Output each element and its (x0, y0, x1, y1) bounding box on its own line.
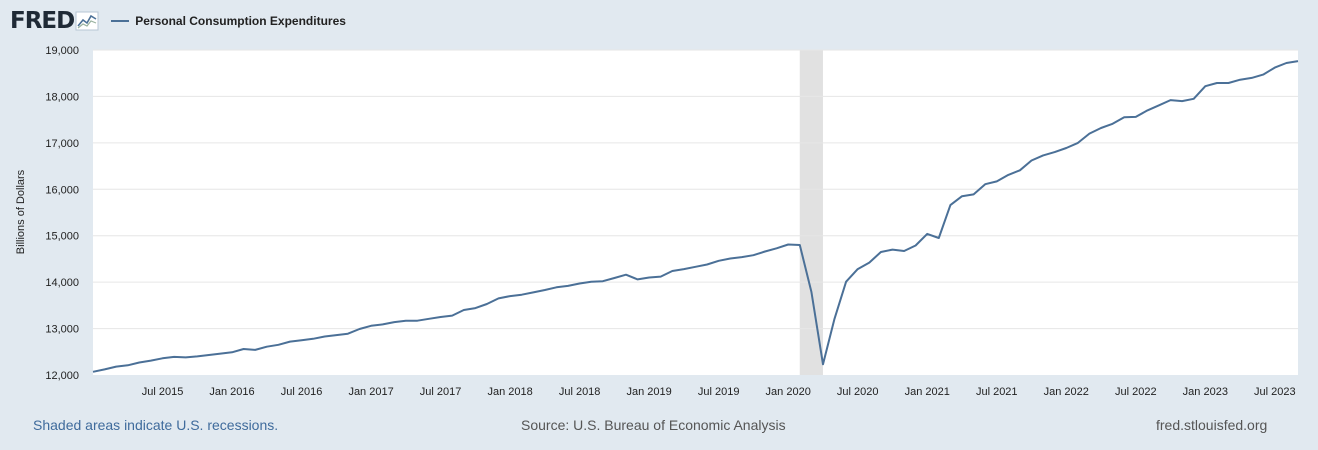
y-tick-label: 14,000 (45, 277, 79, 289)
x-tick-label: Jan 2021 (905, 386, 950, 398)
recession-note-link[interactable]: Shaded areas indicate U.S. recessions. (33, 417, 279, 433)
series-layer (92, 60, 1299, 373)
legend-swatch (111, 20, 130, 22)
x-tick-label: Jan 2022 (1044, 386, 1089, 398)
y-tick-label: 13,000 (45, 324, 79, 336)
trend-chart-icon (75, 11, 99, 31)
logo-text: FRED (10, 8, 75, 34)
y-tick-label: 16,000 (45, 184, 79, 196)
y-tick-label: 17,000 (45, 138, 79, 150)
plot-area (93, 50, 1298, 375)
y-tick-label: 15,000 (45, 231, 79, 243)
site-url[interactable]: fred.stlouisfed.org (1156, 417, 1268, 433)
chart-header: FRED Personal Consumption Expenditures (10, 8, 346, 34)
x-tick-label: Jan 2020 (766, 386, 811, 398)
x-tick-label: Jul 2021 (976, 386, 1018, 398)
recession-band-0 (799, 50, 823, 375)
legend: Personal Consumption Expenditures (111, 14, 346, 28)
x-tick-label: Jan 2017 (348, 386, 393, 398)
x-axis: Jul 2015 Jan 2016 Jul 2016 Jan 2017 Jul 2017… (142, 386, 1296, 398)
x-tick-label: Jul 2022 (1115, 386, 1157, 398)
x-tick-label: Jul 2016 (281, 386, 323, 398)
x-tick-label: Jul 2020 (837, 386, 879, 398)
x-tick-label: Jul 2017 (420, 386, 462, 398)
x-tick-label: Jan 2019 (627, 386, 672, 398)
x-tick-label: Jan 2016 (209, 386, 254, 398)
fred-logo[interactable]: FRED (10, 8, 99, 34)
gridlines (93, 49, 1298, 330)
x-tick-label: Jul 2015 (142, 386, 184, 398)
series-line-0[interactable] (92, 60, 1299, 373)
y-tick-label: 12,000 (45, 370, 79, 382)
y-tick-label: 19,000 (45, 45, 79, 57)
y-tick-label: 18,000 (45, 91, 79, 103)
line-chart[interactable]: Jul 2015 Jan 2016 Jul 2016 Jan 2017 Jul 2017… (0, 0, 1318, 410)
y-axis-label: Billions of Dollars (15, 169, 27, 254)
legend-label[interactable]: Personal Consumption Expenditures (135, 14, 346, 28)
x-tick-label: Jul 2018 (559, 386, 601, 398)
recession-bands (799, 50, 823, 375)
source-text: Source: U.S. Bureau of Economic Analysis (521, 417, 786, 433)
x-tick-label: Jan 2023 (1183, 386, 1228, 398)
x-tick-label: Jul 2023 (1254, 386, 1296, 398)
x-tick-label: Jul 2019 (698, 386, 740, 398)
y-axis: 12,000 13,000 14,000 15,000 16,000 17,000 18,0… (45, 45, 79, 382)
x-tick-label: Jan 2018 (487, 386, 532, 398)
